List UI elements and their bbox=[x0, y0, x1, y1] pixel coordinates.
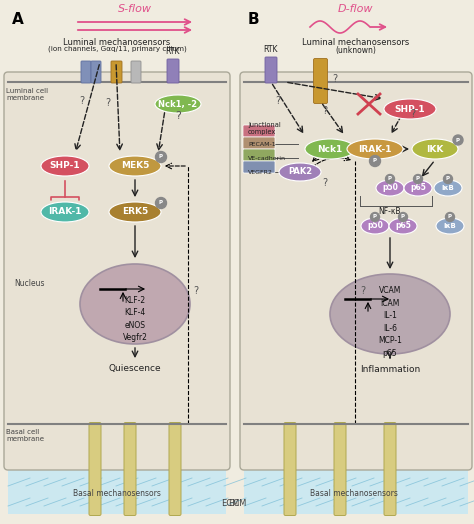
Text: PECAM-1: PECAM-1 bbox=[248, 141, 275, 147]
Text: p65: p65 bbox=[410, 183, 426, 192]
Text: ?: ? bbox=[80, 96, 84, 106]
FancyBboxPatch shape bbox=[169, 422, 181, 516]
Text: D-flow: D-flow bbox=[337, 4, 373, 14]
FancyBboxPatch shape bbox=[243, 125, 275, 137]
Text: KLF-2
KLF-4
eNOS
Vegfr2: KLF-2 KLF-4 eNOS Vegfr2 bbox=[123, 296, 147, 342]
Text: (ion channels, Gαq/11, primary cilium): (ion channels, Gαq/11, primary cilium) bbox=[47, 46, 186, 52]
Circle shape bbox=[155, 151, 166, 162]
Text: Basal mechanosensors: Basal mechanosensors bbox=[73, 489, 161, 498]
Text: A: A bbox=[12, 12, 24, 27]
Text: ECM: ECM bbox=[221, 499, 239, 508]
Text: VE-cadherin: VE-cadherin bbox=[248, 156, 286, 160]
Text: P: P bbox=[456, 137, 460, 143]
Circle shape bbox=[413, 174, 422, 183]
Text: ECM: ECM bbox=[228, 499, 246, 508]
Text: RTK: RTK bbox=[166, 47, 180, 56]
Ellipse shape bbox=[330, 274, 450, 354]
Ellipse shape bbox=[41, 202, 89, 222]
FancyBboxPatch shape bbox=[334, 422, 346, 516]
Text: ?: ? bbox=[410, 109, 416, 119]
FancyBboxPatch shape bbox=[124, 422, 136, 516]
FancyBboxPatch shape bbox=[243, 161, 275, 173]
Text: Basal cell
membrane: Basal cell membrane bbox=[6, 429, 44, 442]
Circle shape bbox=[155, 198, 166, 209]
Text: ?: ? bbox=[332, 74, 337, 84]
Ellipse shape bbox=[80, 264, 190, 344]
FancyBboxPatch shape bbox=[240, 72, 472, 470]
FancyBboxPatch shape bbox=[265, 57, 277, 83]
Text: (unknown): (unknown) bbox=[336, 46, 376, 55]
Ellipse shape bbox=[347, 139, 403, 159]
Text: P: P bbox=[159, 201, 163, 205]
Text: PAK2: PAK2 bbox=[288, 168, 312, 177]
Text: Luminal mechanosensors: Luminal mechanosensors bbox=[64, 38, 171, 47]
Text: SHP-1: SHP-1 bbox=[50, 161, 80, 170]
FancyBboxPatch shape bbox=[384, 422, 396, 516]
FancyBboxPatch shape bbox=[243, 149, 275, 161]
Text: IRAK-1: IRAK-1 bbox=[48, 208, 82, 216]
Ellipse shape bbox=[412, 139, 458, 159]
Text: P: P bbox=[373, 214, 377, 220]
Text: P: P bbox=[401, 214, 405, 220]
Ellipse shape bbox=[41, 156, 89, 176]
Text: p50: p50 bbox=[367, 222, 383, 231]
FancyBboxPatch shape bbox=[89, 422, 101, 516]
Ellipse shape bbox=[109, 156, 161, 176]
FancyBboxPatch shape bbox=[8, 462, 226, 514]
Text: B: B bbox=[248, 12, 260, 27]
Text: P: P bbox=[388, 177, 392, 181]
Text: P: P bbox=[416, 177, 420, 181]
Ellipse shape bbox=[434, 180, 462, 196]
Text: SHP-1: SHP-1 bbox=[395, 104, 425, 114]
Ellipse shape bbox=[384, 99, 436, 119]
Text: VEGFR2: VEGFR2 bbox=[248, 169, 273, 174]
Circle shape bbox=[446, 213, 455, 222]
Text: IRAK-1: IRAK-1 bbox=[358, 145, 392, 154]
Ellipse shape bbox=[155, 95, 201, 113]
FancyBboxPatch shape bbox=[131, 61, 141, 83]
Ellipse shape bbox=[109, 202, 161, 222]
Text: IκB: IκB bbox=[442, 185, 455, 191]
Text: VCAM
ICAM
IL-1
IL-6
MCP-1
p65: VCAM ICAM IL-1 IL-6 MCP-1 p65 bbox=[378, 286, 402, 358]
Text: p50: p50 bbox=[382, 183, 398, 192]
Text: MEK5: MEK5 bbox=[121, 161, 149, 170]
Text: ?: ? bbox=[322, 178, 328, 188]
Ellipse shape bbox=[389, 218, 417, 234]
FancyBboxPatch shape bbox=[91, 61, 101, 83]
Circle shape bbox=[444, 174, 453, 183]
Ellipse shape bbox=[436, 218, 464, 234]
Text: RTK: RTK bbox=[264, 45, 278, 54]
Text: Nck1, -2: Nck1, -2 bbox=[158, 100, 198, 108]
FancyBboxPatch shape bbox=[284, 422, 296, 516]
Text: ?: ? bbox=[275, 96, 281, 106]
Circle shape bbox=[453, 135, 463, 145]
FancyBboxPatch shape bbox=[4, 72, 230, 470]
Text: Inflammation: Inflammation bbox=[360, 365, 420, 374]
FancyBboxPatch shape bbox=[167, 59, 179, 83]
Text: ?: ? bbox=[322, 106, 328, 116]
Text: NF-κB: NF-κB bbox=[379, 206, 401, 215]
Text: P: P bbox=[448, 214, 452, 220]
FancyBboxPatch shape bbox=[111, 61, 122, 83]
FancyBboxPatch shape bbox=[244, 462, 468, 514]
Text: P: P bbox=[373, 158, 377, 163]
Text: Nucleus: Nucleus bbox=[14, 279, 45, 289]
FancyBboxPatch shape bbox=[243, 137, 275, 149]
Text: Nck1: Nck1 bbox=[318, 145, 343, 154]
Text: IKK: IKK bbox=[426, 145, 444, 154]
Text: P: P bbox=[159, 155, 163, 159]
Text: Luminal cell
membrane: Luminal cell membrane bbox=[6, 88, 48, 101]
Text: ?: ? bbox=[193, 286, 199, 296]
FancyBboxPatch shape bbox=[313, 59, 328, 104]
Text: ?: ? bbox=[360, 286, 365, 296]
Circle shape bbox=[371, 213, 380, 222]
Ellipse shape bbox=[361, 218, 389, 234]
Circle shape bbox=[370, 156, 381, 167]
Text: IκB: IκB bbox=[444, 223, 456, 229]
Text: Junctional
complex: Junctional complex bbox=[248, 122, 281, 135]
Text: P: P bbox=[446, 177, 450, 181]
Text: Basal mechanosensors: Basal mechanosensors bbox=[310, 489, 398, 498]
Ellipse shape bbox=[305, 139, 355, 159]
Text: ERK5: ERK5 bbox=[122, 208, 148, 216]
